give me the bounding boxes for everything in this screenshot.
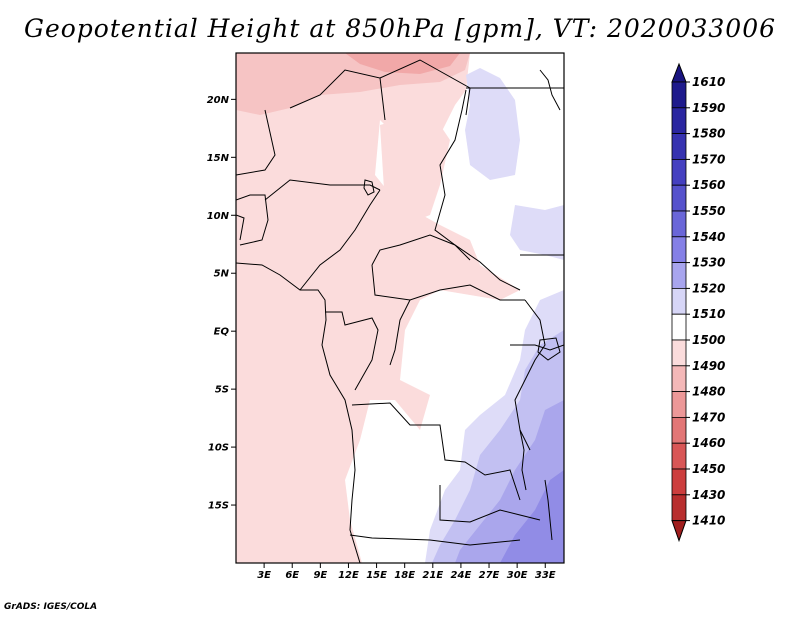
colorbar-swatch xyxy=(671,133,687,160)
lon-tick-label: 30E xyxy=(507,570,528,581)
border-cameroon-car xyxy=(371,234,521,291)
contour-1500-center xyxy=(380,110,450,225)
border-east-2 xyxy=(510,344,564,351)
map-title: Geopotential Height at 850hPa [gpm], VT:… xyxy=(23,14,777,43)
colorbar-swatch xyxy=(671,365,687,392)
lake-chad xyxy=(363,179,375,196)
colorbar-label: 1450 xyxy=(692,462,725,476)
height-field xyxy=(236,53,564,563)
border-west-small-1 xyxy=(236,194,269,246)
border-nigeria-cameroon xyxy=(299,189,381,291)
lon-tick-label: 9E xyxy=(313,570,327,581)
border-angola-namibia xyxy=(349,534,521,546)
contour-1520-east xyxy=(510,205,564,260)
lake-tanganyika xyxy=(519,429,527,491)
colorbar-swatch xyxy=(671,468,687,496)
colorbar-label: 1500 xyxy=(692,333,725,347)
colorbar-label: 1480 xyxy=(692,385,725,399)
colorbar-top-arrow xyxy=(671,62,687,83)
colorbar-swatch xyxy=(671,236,687,264)
colorbar-label: 1490 xyxy=(692,359,725,373)
colorbar-label: 1550 xyxy=(692,204,725,218)
colorbar-swatch xyxy=(671,494,687,521)
colorbar-swatch xyxy=(671,210,687,238)
lat-tick-label: EQ xyxy=(214,327,230,338)
latitude-axis: 20N 15N 10N 5N EQ 5S 10S 15S xyxy=(207,95,236,512)
lat-tick-label: 15S xyxy=(208,501,229,512)
colorbar-label: 1540 xyxy=(692,230,725,244)
contour-1520-northeast xyxy=(465,68,520,180)
country-borders xyxy=(236,59,564,563)
lon-tick-label: 3E xyxy=(257,570,271,581)
colorbar-label: 1410 xyxy=(692,514,725,528)
contour-1480-north xyxy=(345,53,460,74)
colorbar-swatch xyxy=(671,313,687,341)
colorbar-swatch xyxy=(671,262,687,289)
lon-tick-label: 6E xyxy=(285,570,299,581)
lon-tick-label: 18E xyxy=(394,570,415,581)
lon-tick-label: 33E xyxy=(535,570,556,581)
lat-tick-label: 20N xyxy=(207,95,230,106)
colorbar-swatch xyxy=(671,107,687,135)
border-east-1 xyxy=(514,299,546,451)
colorbar-label: 1510 xyxy=(692,307,725,321)
grads-credit: GrADS: IGES/COLA xyxy=(4,602,98,612)
contour-1500-west xyxy=(236,53,520,563)
border-car-south xyxy=(371,264,525,301)
border-north-1 xyxy=(289,69,386,121)
colorbar-swatch xyxy=(671,158,687,186)
lon-tick-label: 21E xyxy=(422,570,443,581)
colorbar-label: 1530 xyxy=(692,256,725,270)
colorbar-swatch xyxy=(671,184,687,212)
border-north-2 xyxy=(236,109,276,176)
red-sea-coast xyxy=(539,69,561,111)
colorbar-label: 1580 xyxy=(692,127,725,141)
border-libya-chad xyxy=(379,59,471,116)
coastline-west xyxy=(236,262,361,563)
colorbar: 1610 1590 1580 1570 1560 1550 1540 1530 1520 1510… xyxy=(671,62,725,543)
contour-1550-southeast xyxy=(500,470,564,563)
lake-malawi xyxy=(544,479,553,541)
colorbar-label: 1590 xyxy=(692,101,725,115)
longitude-axis: 3E 6E 9E 12E 15E 18E 21E 24E 27E 30E 33E xyxy=(257,563,556,581)
colorbar-label: 1470 xyxy=(692,410,725,424)
border-zambia xyxy=(439,485,541,523)
border-chad-sudan xyxy=(434,89,471,261)
lat-tick-label: 15N xyxy=(207,153,230,164)
lat-tick-label: 5S xyxy=(215,385,229,396)
colorbar-label: 1430 xyxy=(692,488,725,502)
lon-tick-label: 24E xyxy=(451,570,472,581)
colorbar-label: 1520 xyxy=(692,281,725,295)
colorbar-swatch xyxy=(671,339,687,367)
border-west-small-2 xyxy=(236,214,245,241)
map-frame xyxy=(235,52,565,564)
lon-tick-label: 12E xyxy=(338,570,359,581)
border-drc-angola xyxy=(351,402,521,501)
lat-tick-label: 10N xyxy=(207,211,230,222)
colorbar-swatch xyxy=(671,416,687,444)
border-congo-1 xyxy=(325,311,379,391)
colorbar-swatch xyxy=(671,442,687,470)
colorbar-label: 1610 xyxy=(692,75,725,89)
colorbar-swatch xyxy=(671,391,687,418)
lon-tick-label: 27E xyxy=(479,570,500,581)
lat-tick-label: 5N xyxy=(214,269,230,280)
colorbar-label: 1570 xyxy=(692,152,725,166)
lake-victoria xyxy=(537,337,561,361)
colorbar-label: 1460 xyxy=(692,436,725,450)
lon-tick-label: 15E xyxy=(366,570,387,581)
border-congo-2 xyxy=(389,299,411,366)
colorbar-swatch xyxy=(671,287,687,315)
colorbar-label: 1560 xyxy=(692,178,725,192)
colorbar-swatch xyxy=(671,81,687,109)
colorbar-bottom-arrow xyxy=(671,520,687,543)
lat-tick-label: 10S xyxy=(208,443,229,454)
